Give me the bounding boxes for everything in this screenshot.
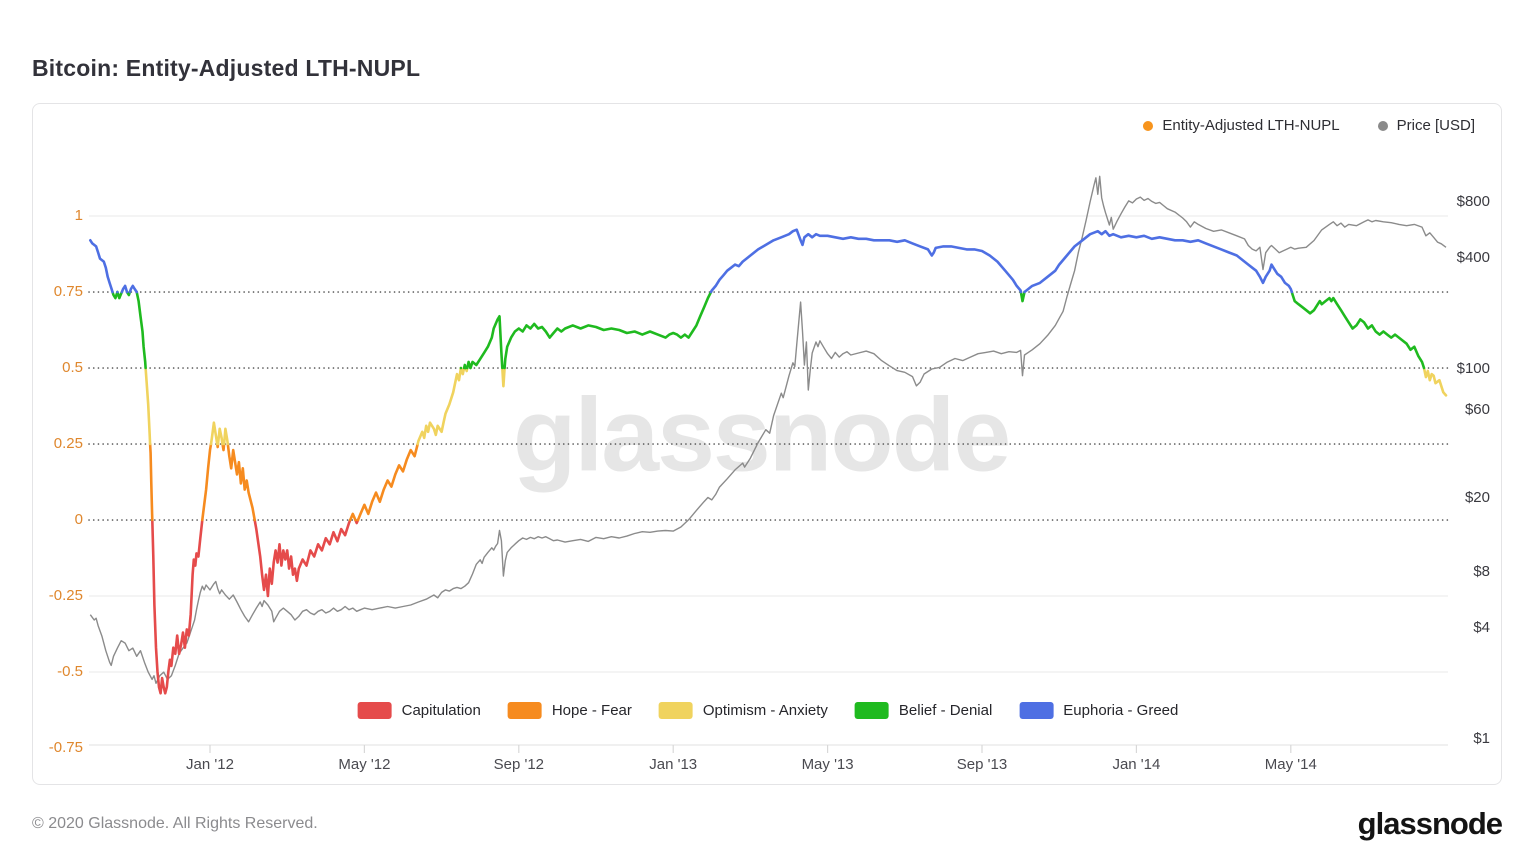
- x-axis-tick: Jan '13: [649, 756, 698, 773]
- band-legend-item[interactable]: Euphoria - Greed: [1019, 702, 1178, 719]
- left-axis-tick: 1: [74, 207, 83, 224]
- right-axis-tick: $400: [1456, 248, 1490, 266]
- band-swatch-icon: [507, 702, 542, 719]
- nupl-line-euphoria-greed[interactable]: [89, 228, 1294, 294]
- band-legend-item[interactable]: Belief - Denial: [854, 702, 993, 719]
- x-axis-tick: Jan '14: [1112, 756, 1161, 773]
- page-title: Bitcoin: Entity-Adjusted LTH-NUPL: [32, 55, 421, 82]
- band-swatch-icon: [658, 702, 693, 719]
- band-legend-item[interactable]: Hope - Fear: [507, 702, 632, 719]
- left-axis-tick: 0.5: [62, 359, 83, 376]
- right-axis-tick: $60: [1464, 401, 1490, 419]
- x-axis-tick: Jan '12: [186, 756, 234, 773]
- band-legend-label: Hope - Fear: [551, 702, 632, 719]
- nupl-line-hope-fear[interactable]: [148, 442, 419, 522]
- series-legend-label: Price [USD]: [1396, 117, 1475, 134]
- right-axis-tick: $8: [1473, 562, 1490, 580]
- right-axis-tick: $800: [1456, 192, 1490, 210]
- band-legend-label: Belief - Denial: [898, 702, 993, 719]
- price-line[interactable]: [89, 175, 1447, 684]
- left-axis-tick: -0.25: [48, 587, 83, 604]
- right-axis-tick: $4: [1473, 618, 1490, 636]
- left-axis-tick: 0.75: [53, 283, 83, 300]
- right-axis-tick: $20: [1464, 489, 1490, 507]
- nupl-line-optimism-anxiety[interactable]: [144, 366, 1448, 446]
- nupl-line-capitulation[interactable]: [151, 518, 360, 695]
- left-axis-tick: -0.5: [57, 663, 83, 680]
- x-axis-tick: Sep '13: [956, 756, 1008, 773]
- chart-card: glassnode Entity-Adjusted LTH-NUPL Price …: [32, 103, 1502, 785]
- band-swatch-icon: [854, 702, 889, 719]
- legend-dot-icon: [1377, 120, 1388, 131]
- right-axis-tick: $100: [1456, 360, 1490, 377]
- band-legend-item[interactable]: Capitulation: [357, 702, 481, 719]
- x-axis-tick: May '14: [1264, 756, 1317, 773]
- series-legend-item[interactable]: Entity-Adjusted LTH-NUPL: [1143, 117, 1340, 134]
- left-axis-tick: 0.25: [53, 435, 83, 452]
- band-swatch-icon: [357, 702, 392, 719]
- chart-svg[interactable]: [33, 104, 1503, 786]
- nupl-line-belief-denial[interactable]: [111, 290, 1426, 370]
- glassnode-logo[interactable]: glassnode: [1357, 806, 1503, 841]
- series-legend: Entity-Adjusted LTH-NUPL Price [USD]: [1143, 117, 1475, 134]
- band-legend-label: Optimism - Anxiety: [702, 702, 828, 719]
- x-axis-tick: Sep '12: [493, 756, 544, 773]
- band-legend-item[interactable]: Optimism - Anxiety: [658, 702, 828, 719]
- left-axis-tick: -0.75: [48, 739, 83, 756]
- band-legend-label: Euphoria - Greed: [1063, 702, 1179, 719]
- left-axis-tick: 0: [74, 511, 83, 528]
- x-axis-tick: May '13: [801, 756, 854, 773]
- band-legend-label: Capitulation: [401, 702, 481, 719]
- band-legend: Capitulation Hope - Fear Optimism - Anxiet…: [357, 702, 1178, 719]
- footer-copyright: © 2020 Glassnode. All Rights Reserved.: [32, 815, 318, 832]
- right-axis-tick: $1: [1473, 730, 1490, 747]
- series-legend-label: Entity-Adjusted LTH-NUPL: [1162, 117, 1340, 134]
- band-swatch-icon: [1019, 702, 1054, 719]
- legend-dot-icon: [1143, 120, 1154, 131]
- series-legend-item[interactable]: Price [USD]: [1377, 117, 1475, 134]
- x-axis-tick: May '12: [338, 756, 391, 773]
